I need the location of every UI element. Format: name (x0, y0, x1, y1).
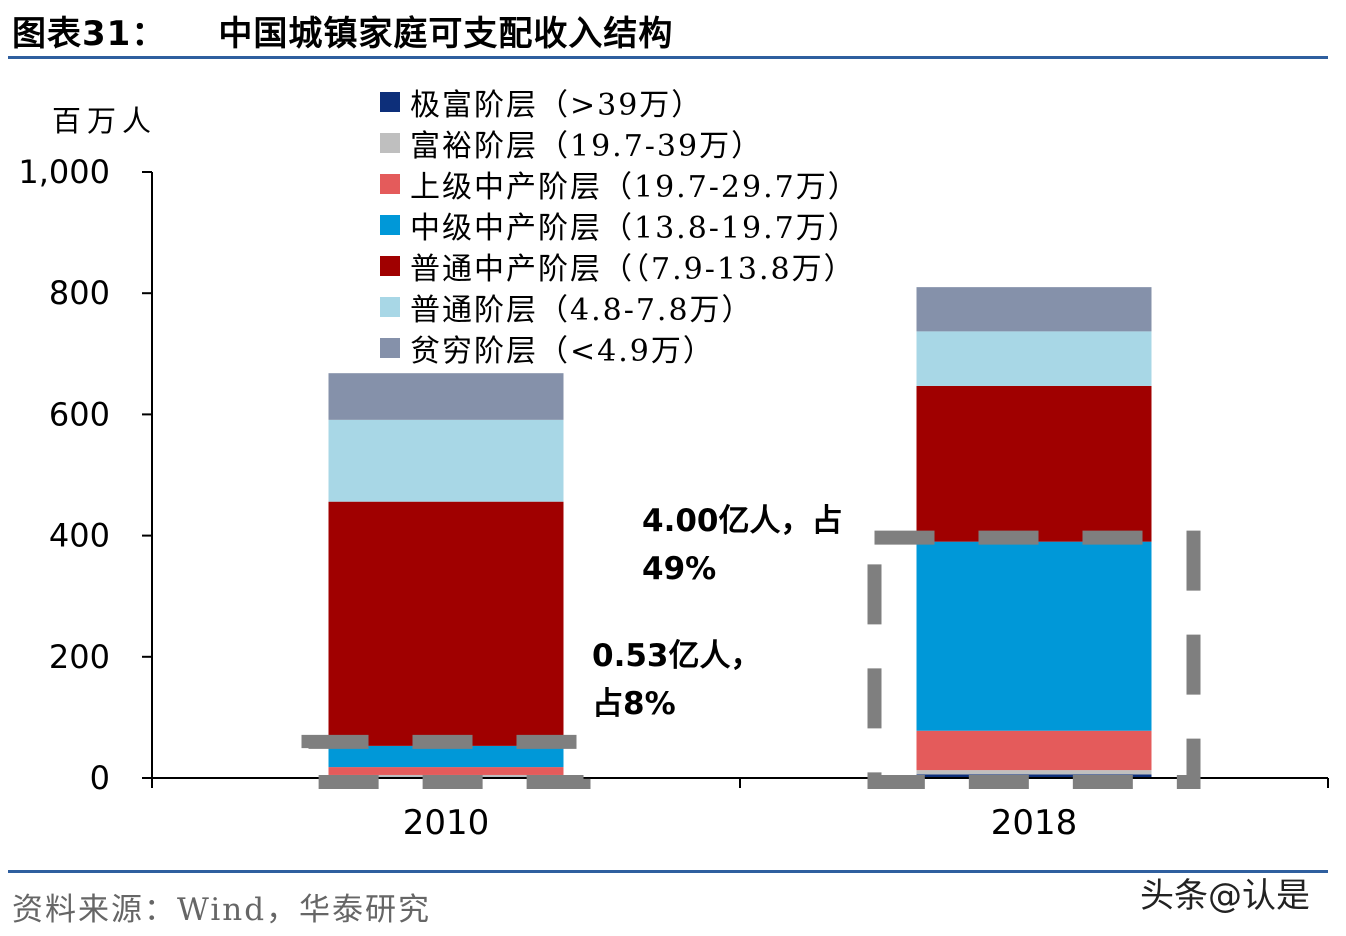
legend-swatch-2 (380, 174, 400, 194)
y-unit-label: 百万人 (52, 104, 158, 138)
legend-swatch-6 (380, 338, 400, 358)
legend-item-1: 富裕阶层（19.7-39万） (380, 123, 764, 164)
bar-2010-series-5 (328, 419, 564, 502)
legend-swatch-5 (380, 297, 400, 317)
legend-item-2: 上级中产阶层（19.7-29.7万） (380, 164, 860, 205)
legend-label-1: 富裕阶层（19.7-39万） (410, 129, 764, 164)
bar-2010-series-6 (328, 373, 564, 420)
bottom-rule (8, 870, 1328, 873)
bar-2018-series-5 (916, 331, 1152, 386)
callout-box-2018 (867, 530, 1201, 789)
legend-item-5: 普通阶层（4.8-7.8万） (380, 287, 754, 328)
bar-2018-series-1 (916, 770, 1152, 775)
legend-item-6: 贫穷阶层（<4.9万） (380, 328, 715, 369)
y-tick-label-800: 800 (49, 274, 110, 312)
legend-swatch-3 (380, 215, 400, 235)
bar-2018-series-6 (916, 287, 1152, 332)
legend-label-6: 贫穷阶层（<4.9万） (410, 334, 715, 369)
legend-label-4: 普通中产阶层（（7.9-13.8万） (410, 252, 856, 287)
legend-swatch-1 (380, 133, 400, 153)
bar-2018-series-3 (916, 541, 1152, 731)
bar-2018-series-2 (916, 730, 1152, 771)
legend-item-0: 极富阶层（>39万） (380, 82, 704, 123)
y-tick-label-1000: 1,000 (18, 153, 110, 191)
callout-box-2010 (301, 734, 591, 790)
source-note: 资料来源：Wind，华泰研究 (12, 892, 432, 928)
legend-label-0: 极富阶层（>39万） (410, 88, 704, 123)
legend-item-4: 普通中产阶层（（7.9-13.8万） (380, 246, 856, 287)
bar-2018-series-4 (916, 385, 1152, 542)
annotation-2010: 0.53亿人， 占8% (592, 638, 762, 722)
bar-2018-series-0 (916, 774, 1152, 778)
chart-title: 图表31： 中国城镇家庭可支配收入结构 (12, 6, 673, 55)
legend-item-3: 中级中产阶层（13.8-19.7万） (380, 205, 860, 246)
bar-2010-series-4 (328, 501, 564, 746)
legend-label-5: 普通阶层（4.8-7.8万） (410, 293, 754, 328)
title-prefix: 图表31： (12, 14, 167, 54)
x-tick-label-2010: 2010 (403, 803, 490, 843)
y-tick-label-400: 400 (49, 517, 110, 555)
y-tick-label-0: 0 (90, 759, 110, 797)
legend-label-2: 上级中产阶层（19.7-29.7万） (410, 170, 860, 205)
watermark: 头条@认是 (1140, 876, 1310, 916)
legend-label-3: 中级中产阶层（13.8-19.7万） (410, 211, 860, 246)
x-tick-label-2018: 2018 (991, 803, 1078, 843)
bar-2010-series-3 (328, 745, 564, 768)
y-tick-label-200: 200 (49, 638, 110, 676)
legend-swatch-0 (380, 92, 400, 112)
top-rule (8, 56, 1328, 59)
title-text: 中国城镇家庭可支配收入结构 (218, 14, 674, 54)
annotation-2018: 4.00亿人，占 49% (642, 503, 843, 587)
legend-swatch-4 (380, 256, 400, 276)
y-tick-label-600: 600 (49, 395, 110, 433)
bar-2010-series-2 (328, 767, 564, 775)
